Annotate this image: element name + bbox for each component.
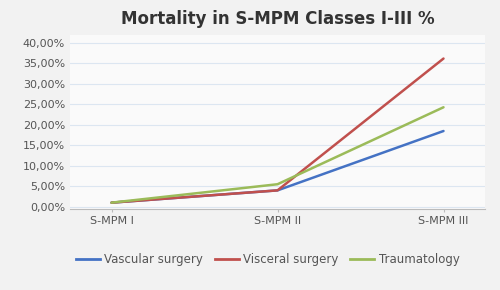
Visceral surgery [440,57,446,60]
Title: Mortality in S-MPM Classes I-III %: Mortality in S-MPM Classes I-III % [120,10,434,28]
Vascular surgery [108,201,114,204]
Traumatology [440,106,446,109]
Vascular surgery [274,188,280,192]
Line: Vascular surgery: Vascular surgery [112,131,444,203]
Line: Visceral surgery: Visceral surgery [112,59,444,203]
Vascular surgery [440,129,446,133]
Legend: Vascular surgery, Visceral surgery, Traumatology: Vascular surgery, Visceral surgery, Trau… [76,253,460,266]
Line: Traumatology: Traumatology [112,107,444,203]
Traumatology [108,201,114,204]
Traumatology [274,182,280,186]
Visceral surgery [108,201,114,204]
Visceral surgery [274,188,280,192]
